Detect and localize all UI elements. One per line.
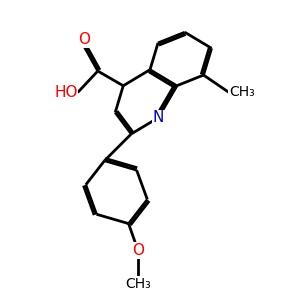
Text: O: O [78, 32, 90, 47]
Text: CH₃: CH₃ [125, 277, 151, 291]
Text: HO: HO [54, 85, 78, 100]
Text: N: N [152, 110, 164, 125]
Text: CH₃: CH₃ [229, 85, 255, 99]
Text: O: O [132, 243, 144, 258]
